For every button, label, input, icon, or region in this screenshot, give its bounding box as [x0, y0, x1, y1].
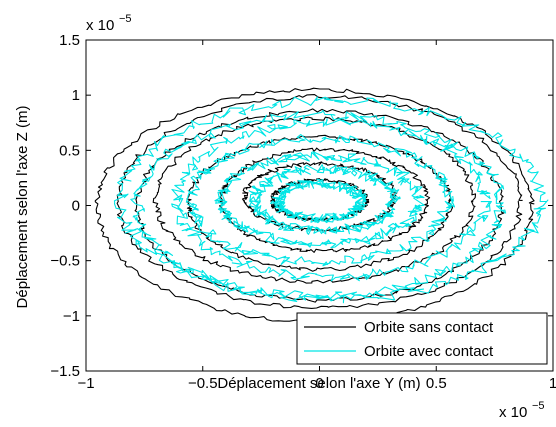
legend-label-sans-contact: Orbite sans contact: [364, 319, 494, 336]
y-tick-label: −0.5: [50, 253, 80, 270]
x-tick-label: −1: [77, 375, 94, 392]
ticks-layer: −1 −0.5 0 0.5 1−1.5−1−0.500.511.5: [50, 32, 556, 392]
svg-text:−5: −5: [532, 400, 545, 412]
x-tick-label: 0.5: [426, 375, 447, 392]
y-tick-label: 0.5: [59, 142, 80, 159]
x-axis-label: Déplacement selon l'axe Y (m): [217, 375, 420, 392]
x-tick-label: −0.5: [188, 375, 218, 392]
orbit-ring: [248, 164, 401, 235]
legend-label-avec-contact: Orbite avec contact: [364, 343, 494, 360]
orbit-ring: [171, 118, 492, 282]
orbit-ring: [134, 108, 505, 303]
y-multiplier: x 10 −5: [86, 13, 132, 34]
orbit-ring: [152, 116, 477, 284]
x-tick-label: 1: [549, 375, 556, 392]
orbit-ring: [130, 109, 507, 301]
orbit-ring: [113, 96, 549, 304]
orbit-ring: [219, 147, 431, 253]
x-multiplier: x 10 −5: [499, 400, 545, 421]
svg-text:x 10: x 10: [86, 17, 114, 34]
legend-box: [296, 312, 548, 365]
y-tick-label: −1: [63, 308, 80, 325]
series-avec-contact: [113, 96, 549, 304]
y-tick-label: 1: [72, 87, 80, 104]
orbit-ring: [185, 134, 456, 267]
y-axis-label: Déplacement selon l'axe Z (m): [14, 106, 31, 309]
x-tick-label: 0: [315, 375, 323, 392]
series-layer: [94, 87, 549, 324]
orbit-ring: [94, 87, 535, 324]
orbit-ring: [116, 94, 523, 309]
orbit-ring: [270, 178, 368, 224]
legend: Orbite sans contact Orbite avec contact: [296, 312, 548, 365]
svg-text:x 10: x 10: [499, 404, 527, 421]
orbit-ring: [214, 151, 425, 249]
y-tick-label: −1.5: [50, 363, 80, 380]
y-tick-label: 1.5: [59, 32, 80, 49]
y-tick-label: 0: [72, 198, 80, 215]
svg-text:−5: −5: [119, 13, 132, 25]
